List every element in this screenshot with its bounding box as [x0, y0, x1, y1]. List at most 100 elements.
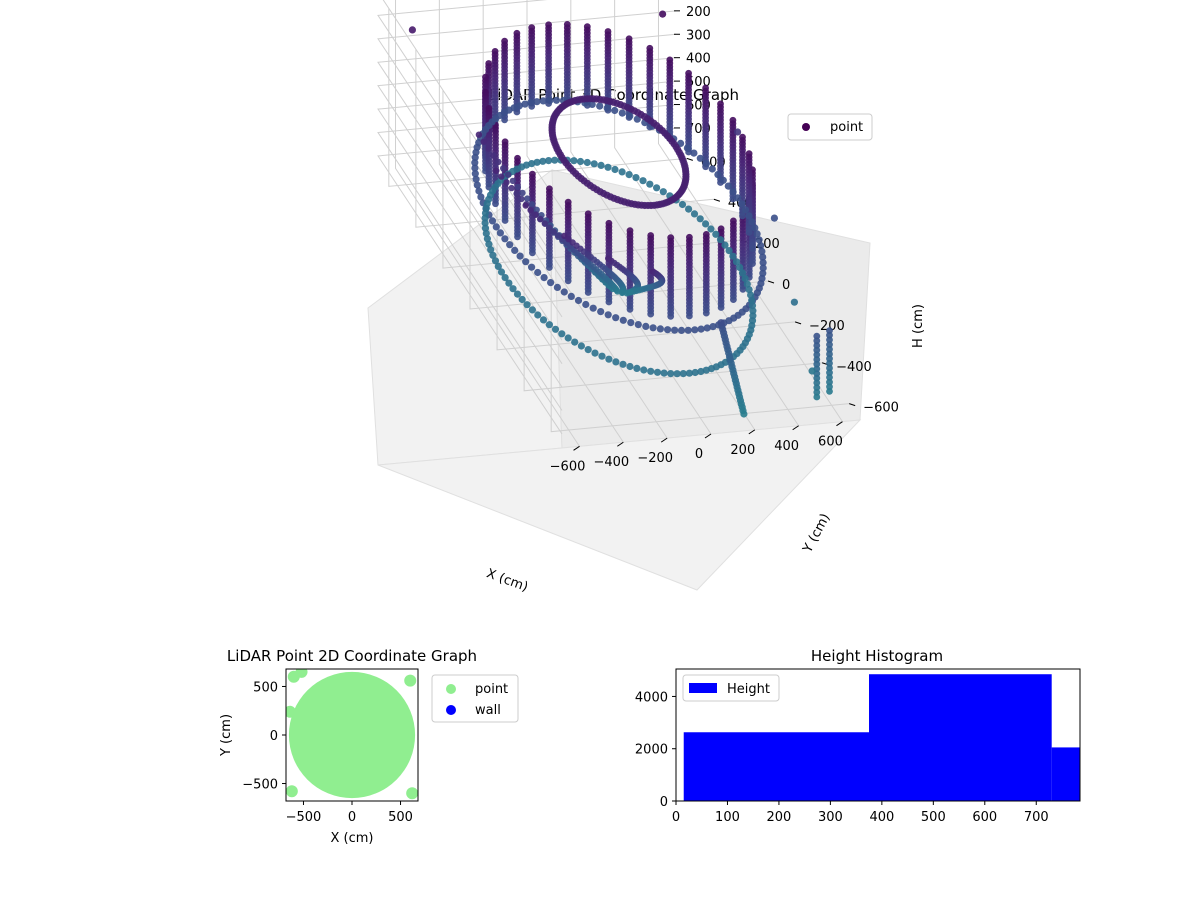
point-3d [745, 229, 753, 236]
point-3d [488, 217, 497, 225]
point-3d [826, 350, 833, 358]
grid-line-z [377, 10, 677, 318]
point-3d [501, 274, 509, 282]
point-3d [683, 144, 692, 152]
y-tick-label-hist: 0 [660, 795, 668, 810]
ticks-2d: −500 0 500 −500 0 500 [242, 680, 413, 825]
point-3d [482, 229, 490, 237]
point-3d [480, 138, 487, 145]
point-3d [590, 160, 598, 168]
point-3d [570, 157, 578, 165]
point-3d [813, 360, 821, 368]
point-3d [708, 165, 716, 173]
point-3d [546, 224, 553, 231]
legend-histogram-label: Height [727, 682, 770, 697]
histogram-bars [683, 674, 1080, 801]
point-3d [508, 184, 515, 192]
point-3d [516, 252, 524, 260]
histogram-frame [675, 668, 1081, 802]
point-3d [527, 99, 535, 107]
point-3d [509, 177, 517, 185]
x-tick-3d [617, 441, 624, 447]
point-3d [721, 241, 729, 249]
point-3d [528, 263, 536, 271]
point-3d [493, 167, 500, 174]
grid-line-z [377, 127, 677, 435]
legend-3d-marker [802, 123, 810, 131]
point-3d [684, 326, 692, 334]
point-3d [618, 168, 626, 176]
x-tick-label-2d: −500 [286, 810, 322, 825]
chart-2d: LiDAR Point 2D Coordinate Graph −500 0 500… [219, 647, 519, 846]
point-3d [626, 112, 634, 120]
point-3d [813, 346, 821, 354]
point-3d [826, 378, 833, 386]
point-3d [541, 220, 548, 227]
point-3d [408, 26, 416, 34]
point-3d [625, 171, 633, 179]
legend-3d-label: point [830, 120, 863, 135]
point-3d [813, 374, 821, 382]
point-3d [471, 170, 479, 178]
legend-histogram: Height [682, 674, 780, 702]
point-3d [749, 312, 757, 320]
point-3d [475, 187, 483, 195]
z-tick-label-3d: 200 [686, 5, 711, 20]
point-3d [664, 326, 672, 334]
point-3d [514, 183, 521, 191]
point-3d [740, 410, 748, 418]
point-3d [471, 159, 479, 167]
point-3d [612, 314, 620, 322]
x-tick-label-hist: 700 [1024, 810, 1049, 825]
point-3d [714, 171, 722, 179]
point-3d [696, 215, 704, 223]
point-3d [741, 206, 750, 214]
y-tick-label-2d: −500 [242, 778, 278, 793]
point-3d [596, 102, 604, 110]
point-3d [583, 158, 591, 167]
y-tick-label-3d: −600 [863, 401, 899, 416]
point-3d [739, 212, 746, 220]
x-tick-label-hist: 0 [672, 810, 680, 825]
point-3d [671, 326, 679, 334]
point-3d [591, 349, 599, 357]
point-3d [598, 352, 606, 360]
point-3d [511, 246, 519, 254]
point-3d [646, 180, 654, 188]
point-3d [619, 316, 627, 324]
y-tick-3d [686, 157, 693, 161]
point-3d [751, 224, 759, 232]
point-3d [826, 345, 833, 353]
point-3d [633, 364, 641, 372]
grid-line-z [377, 80, 677, 388]
point-3d [533, 158, 541, 166]
point-3d [719, 176, 727, 184]
point-3d [514, 233, 521, 241]
point-3d [627, 289, 634, 296]
point-3d [660, 369, 668, 377]
y-tick-label-3d: −400 [836, 360, 872, 375]
point-3d [667, 370, 675, 378]
point-3d [611, 165, 619, 174]
point-3d [697, 325, 705, 333]
histogram-bar [1051, 747, 1080, 801]
x-tick-label-3d: −400 [593, 455, 629, 470]
point-3d [532, 211, 539, 218]
grid-line-z [377, 104, 677, 411]
histogram-bar [868, 674, 1052, 801]
x-tick-3d [748, 429, 756, 435]
point-2d [406, 787, 418, 800]
point-3d [524, 195, 531, 202]
point-3d [739, 286, 747, 293]
point-3d [537, 216, 544, 223]
x-tick-label-3d: 0 [695, 447, 703, 462]
point-3d [564, 277, 572, 285]
point-3d [712, 230, 720, 238]
point-3d [504, 171, 512, 178]
y-tick-3d [849, 403, 856, 407]
point-3d [473, 181, 481, 189]
legend-2d-marker-point [446, 684, 456, 694]
point-3d [501, 235, 509, 243]
point-3d [528, 306, 537, 314]
point-3d [685, 369, 694, 377]
